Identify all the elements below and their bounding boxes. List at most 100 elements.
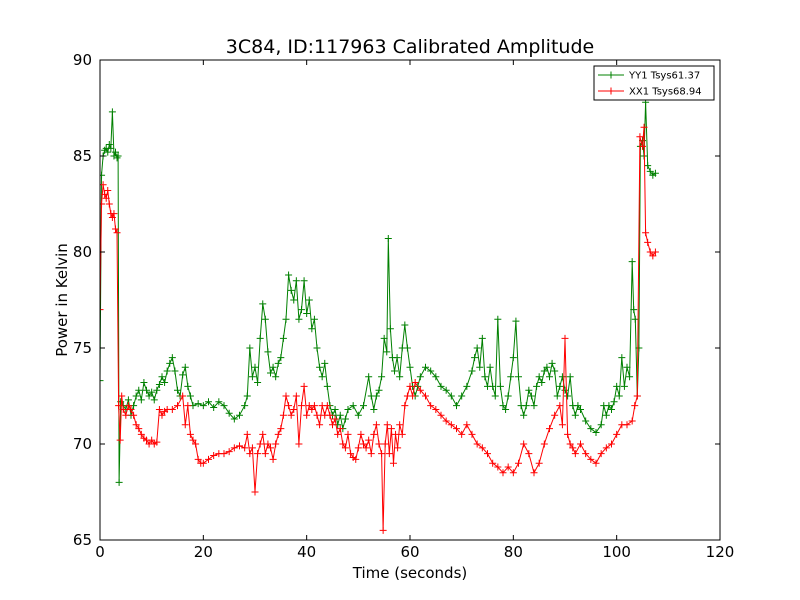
data-point (486, 363, 494, 371)
data-point (105, 200, 113, 208)
data-point (370, 405, 378, 413)
data-point (496, 382, 504, 390)
data-point (100, 181, 107, 189)
data-point (633, 392, 641, 400)
data-point (241, 402, 249, 410)
data-point (282, 315, 290, 323)
data-point (613, 430, 621, 438)
data-point (566, 373, 574, 381)
data-point (100, 200, 106, 208)
data-point (192, 440, 200, 448)
data-point (587, 425, 595, 433)
data-point (476, 363, 484, 371)
data-point (256, 440, 264, 448)
data-point (427, 402, 435, 410)
data-point (378, 373, 386, 381)
x-axis-label: Time (seconds) (352, 564, 468, 582)
data-point (389, 459, 397, 467)
data-point (398, 430, 406, 438)
data-point (442, 417, 450, 425)
data-point (331, 405, 339, 413)
y-tick-label: 65 (73, 531, 92, 549)
data-point (100, 377, 104, 385)
data-point (220, 402, 228, 410)
data-point (546, 373, 553, 381)
data-point (375, 440, 383, 448)
data-point (618, 354, 626, 362)
data-point (135, 425, 143, 433)
data-point (533, 382, 541, 390)
data-point (468, 430, 476, 438)
data-point (561, 386, 569, 394)
data-point (597, 450, 605, 458)
data-point (236, 442, 243, 450)
data-point (277, 354, 285, 362)
data-point (104, 187, 112, 195)
data-point (256, 334, 264, 342)
data-point (295, 315, 303, 323)
data-point (148, 436, 156, 444)
data-point (623, 421, 631, 429)
data-point (535, 373, 543, 381)
data-point (453, 425, 460, 433)
y-tick-label: 70 (73, 435, 92, 453)
data-point (118, 392, 126, 400)
data-point (174, 402, 181, 410)
data-point (205, 455, 212, 463)
data-point (236, 411, 243, 419)
data-point (274, 430, 282, 438)
data-point (334, 430, 342, 438)
data-point (316, 363, 324, 371)
data-point (321, 359, 329, 367)
data-point (499, 469, 507, 477)
data-point (108, 108, 116, 116)
data-point (473, 344, 481, 352)
data-point (540, 367, 548, 375)
data-point (507, 373, 515, 381)
data-point (295, 440, 303, 448)
data-point (602, 411, 610, 419)
data-point (124, 402, 132, 410)
data-point (489, 459, 497, 467)
data-point (199, 402, 207, 410)
data-point (522, 402, 530, 410)
data-point (331, 415, 339, 423)
x-axis-ticks: 0 20 40 60 80 100 120 (95, 60, 734, 561)
data-point (303, 309, 311, 317)
series-0 (100, 98, 659, 486)
data-point (432, 405, 440, 413)
data-point (104, 148, 112, 156)
data-point (161, 379, 169, 387)
data-point (484, 450, 491, 458)
data-point (168, 405, 176, 413)
data-point (174, 386, 181, 394)
data-point (290, 405, 298, 413)
data-point (163, 367, 171, 375)
data-point (546, 425, 553, 433)
data-point (168, 354, 176, 362)
data-point (367, 450, 375, 458)
data-point (422, 392, 429, 400)
data-point (592, 459, 600, 467)
data-point (553, 392, 561, 400)
data-point (491, 392, 499, 400)
data-point (220, 450, 228, 458)
data-point (569, 444, 577, 452)
data-point (520, 411, 528, 419)
data-point (613, 382, 621, 390)
data-point (186, 430, 194, 438)
data-point (646, 167, 654, 175)
data-point (112, 148, 119, 156)
data-point (298, 402, 305, 410)
legend: YY1 Tsys61.37 XX1 Tsys68.94 (593, 65, 715, 101)
data-point (184, 382, 192, 390)
data-point (602, 444, 610, 452)
data-point (108, 213, 116, 221)
data-point (644, 238, 652, 246)
data-point (272, 373, 280, 381)
data-point (375, 386, 383, 394)
data-point (153, 438, 161, 446)
data-point (564, 430, 572, 438)
data-point (416, 386, 424, 394)
data-point (194, 400, 202, 408)
